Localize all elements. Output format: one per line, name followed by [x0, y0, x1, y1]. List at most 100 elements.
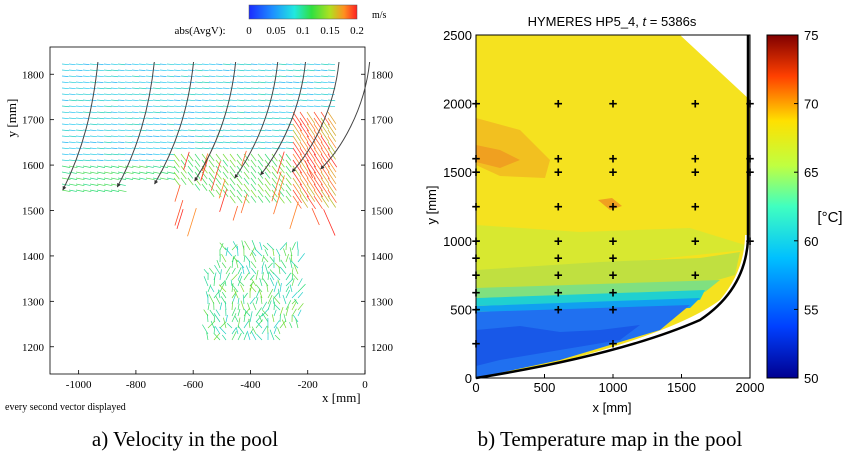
velocity-vector: [327, 123, 337, 136]
velocity-vector: [249, 274, 255, 281]
velocity-vector: [82, 177, 92, 180]
velocity-vector: [250, 117, 259, 120]
velocity-vector: [183, 151, 190, 170]
temperature-y-tick-label: 1000: [443, 234, 472, 249]
velocity-vector: [313, 105, 321, 108]
velocity-vector: [292, 165, 301, 178]
velocity-streamline: [154, 61, 195, 185]
velocity-vector: [285, 290, 291, 299]
measurement-point: +: [691, 233, 700, 250]
velocity-vector: [271, 111, 279, 114]
velocity-vector: [219, 242, 227, 251]
velocity-vector: [320, 105, 329, 108]
velocity-vector: [271, 99, 279, 102]
temperature-contours: [476, 35, 750, 378]
velocity-vector: [194, 111, 202, 114]
velocity-vector: [117, 75, 125, 78]
velocity-vector: [261, 325, 268, 335]
velocity-vector: [278, 93, 286, 96]
velocity-vector: [110, 153, 119, 156]
velocity-vector: [285, 306, 289, 317]
velocity-vector: [145, 153, 153, 155]
velocity-vector: [103, 87, 112, 90]
velocity-vector: [96, 171, 106, 174]
velocity-vector: [103, 81, 111, 84]
velocity-vector: [264, 147, 272, 150]
velocity-y-ticks: 1200 1200 1300 1300 1400 1400 1500 1500 1600 1600…: [22, 69, 394, 354]
velocity-vector: [138, 93, 147, 96]
velocity-vector: [214, 326, 221, 335]
measurement-point: +: [609, 284, 618, 301]
velocity-vector: [201, 123, 210, 126]
measurement-point: +: [691, 199, 700, 216]
velocity-vector: [208, 87, 216, 90]
velocity-vector: [306, 93, 314, 96]
velocity-vector: [75, 63, 83, 66]
velocity-y-tick-label-right: 1400: [371, 251, 394, 263]
velocity-vector: [180, 135, 188, 138]
velocity-vector: [166, 75, 175, 78]
velocity-vector: [152, 123, 160, 126]
velocity-vector: [236, 87, 245, 90]
velocity-colorbar-ticks: 0 0.05 0.1 0.15 0.2: [246, 25, 364, 37]
velocity-vector: [159, 81, 167, 84]
velocity-vector: [215, 81, 224, 84]
velocity-vector: [285, 286, 290, 293]
velocity-vector: [159, 129, 167, 132]
velocity-vector: [271, 314, 275, 323]
velocity-vector: [166, 87, 174, 90]
velocity-vector: [117, 105, 125, 108]
velocity-vector: [230, 279, 233, 287]
velocity-vector: [213, 326, 216, 335]
velocity-vector: [159, 69, 167, 72]
velocity-vector: [278, 255, 281, 263]
velocity-vector: [320, 63, 329, 66]
velocity-vector: [103, 153, 112, 156]
velocity-vector: [75, 111, 83, 114]
velocity-vector: [263, 256, 269, 263]
velocity-vector: [299, 81, 308, 84]
velocity-vector: [273, 292, 280, 299]
velocity-vector: [145, 165, 154, 168]
velocity-vector: [68, 117, 77, 120]
velocity-vector: [271, 171, 278, 180]
velocity-vector: [264, 249, 269, 257]
velocity-vector: [249, 311, 253, 323]
velocity-vector: [293, 264, 299, 275]
velocity-vector: [313, 87, 322, 90]
measurement-point: +: [609, 164, 618, 181]
velocity-y-tick-label: 1300: [22, 296, 45, 308]
velocity-vector: [75, 93, 84, 96]
velocity-vector: [285, 165, 292, 173]
velocity-vector: [221, 262, 227, 269]
velocity-vector: [173, 129, 182, 132]
velocity-vector: [251, 250, 257, 257]
velocity-vector: [245, 265, 251, 275]
velocity-vector: [201, 135, 210, 138]
velocity-colorbar-tick-label: 0.15: [320, 25, 340, 37]
measurement-point: +: [691, 96, 700, 113]
velocity-vector: [229, 171, 236, 180]
velocity-vector: [306, 87, 314, 90]
velocity-vector: [291, 291, 298, 299]
velocity-vector: [243, 177, 250, 185]
velocity-x-tick-label: 0: [362, 379, 368, 391]
velocity-vector: [110, 165, 120, 168]
velocity-vector: [313, 195, 323, 209]
velocity-vector: [234, 316, 239, 323]
measurement-point: +: [609, 199, 618, 216]
velocity-vector: [194, 129, 203, 132]
velocity-vector: [323, 209, 336, 236]
velocity-vector: [306, 63, 315, 66]
velocity-vector: [110, 159, 118, 162]
velocity-vector: [89, 183, 99, 186]
velocity-vector: [320, 99, 328, 102]
velocity-vector: [292, 117, 303, 132]
velocity-vector: [231, 267, 236, 275]
velocity-vector: [264, 171, 271, 179]
velocity-vector: [278, 117, 287, 120]
velocity-vector: [194, 135, 203, 138]
velocity-vector: [306, 171, 316, 185]
velocity-vector: [268, 271, 275, 281]
velocity-vector: [103, 117, 111, 120]
